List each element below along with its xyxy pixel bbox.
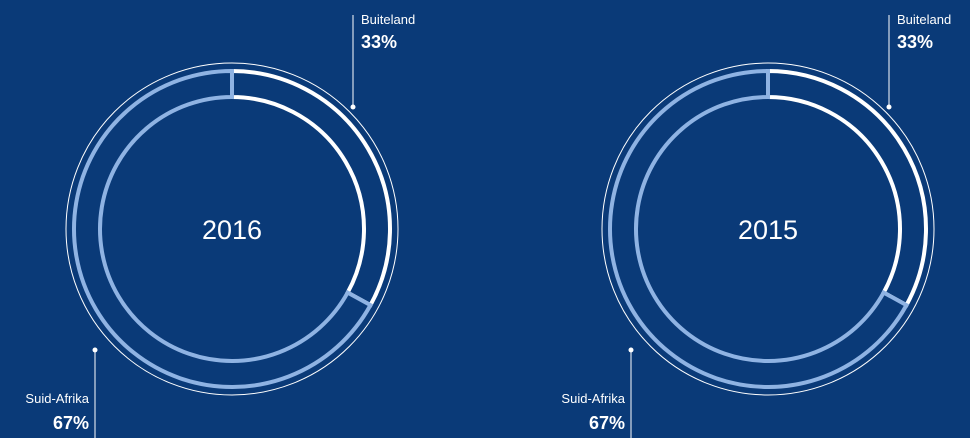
callout-dot-domestic	[92, 347, 98, 353]
domestic-percent: 67%	[53, 413, 89, 433]
domestic-label: Suid-Afrika	[25, 391, 89, 406]
foreign-percent: 33%	[897, 32, 933, 52]
foreign-label: Buiteland	[897, 12, 951, 27]
foreign-label: Buiteland	[361, 12, 415, 27]
slice-domestic	[608, 68, 910, 389]
donut-chart-2015: 2015 Buiteland 33% Suid-Afrika 67%	[561, 12, 951, 438]
callout-dot-foreign	[350, 104, 356, 110]
domestic-label: Suid-Afrika	[561, 391, 625, 406]
center-year-label: 2016	[202, 215, 262, 245]
callout-dot-domestic	[628, 347, 634, 353]
donut-chart-2016: 2016 Buiteland 33% Suid-Afrika 67%	[25, 12, 415, 438]
center-year-label: 2015	[738, 215, 798, 245]
slice-foreign	[230, 68, 392, 308]
slice-group	[608, 68, 928, 389]
domestic-percent: 67%	[589, 413, 625, 433]
slice-domestic	[72, 68, 374, 389]
callout-dot-foreign	[886, 104, 892, 110]
foreign-percent: 33%	[361, 32, 397, 52]
slice-group	[72, 68, 392, 389]
outer-outline-ring	[601, 62, 935, 396]
slice-foreign	[766, 68, 928, 308]
outer-outline-ring	[65, 62, 399, 396]
